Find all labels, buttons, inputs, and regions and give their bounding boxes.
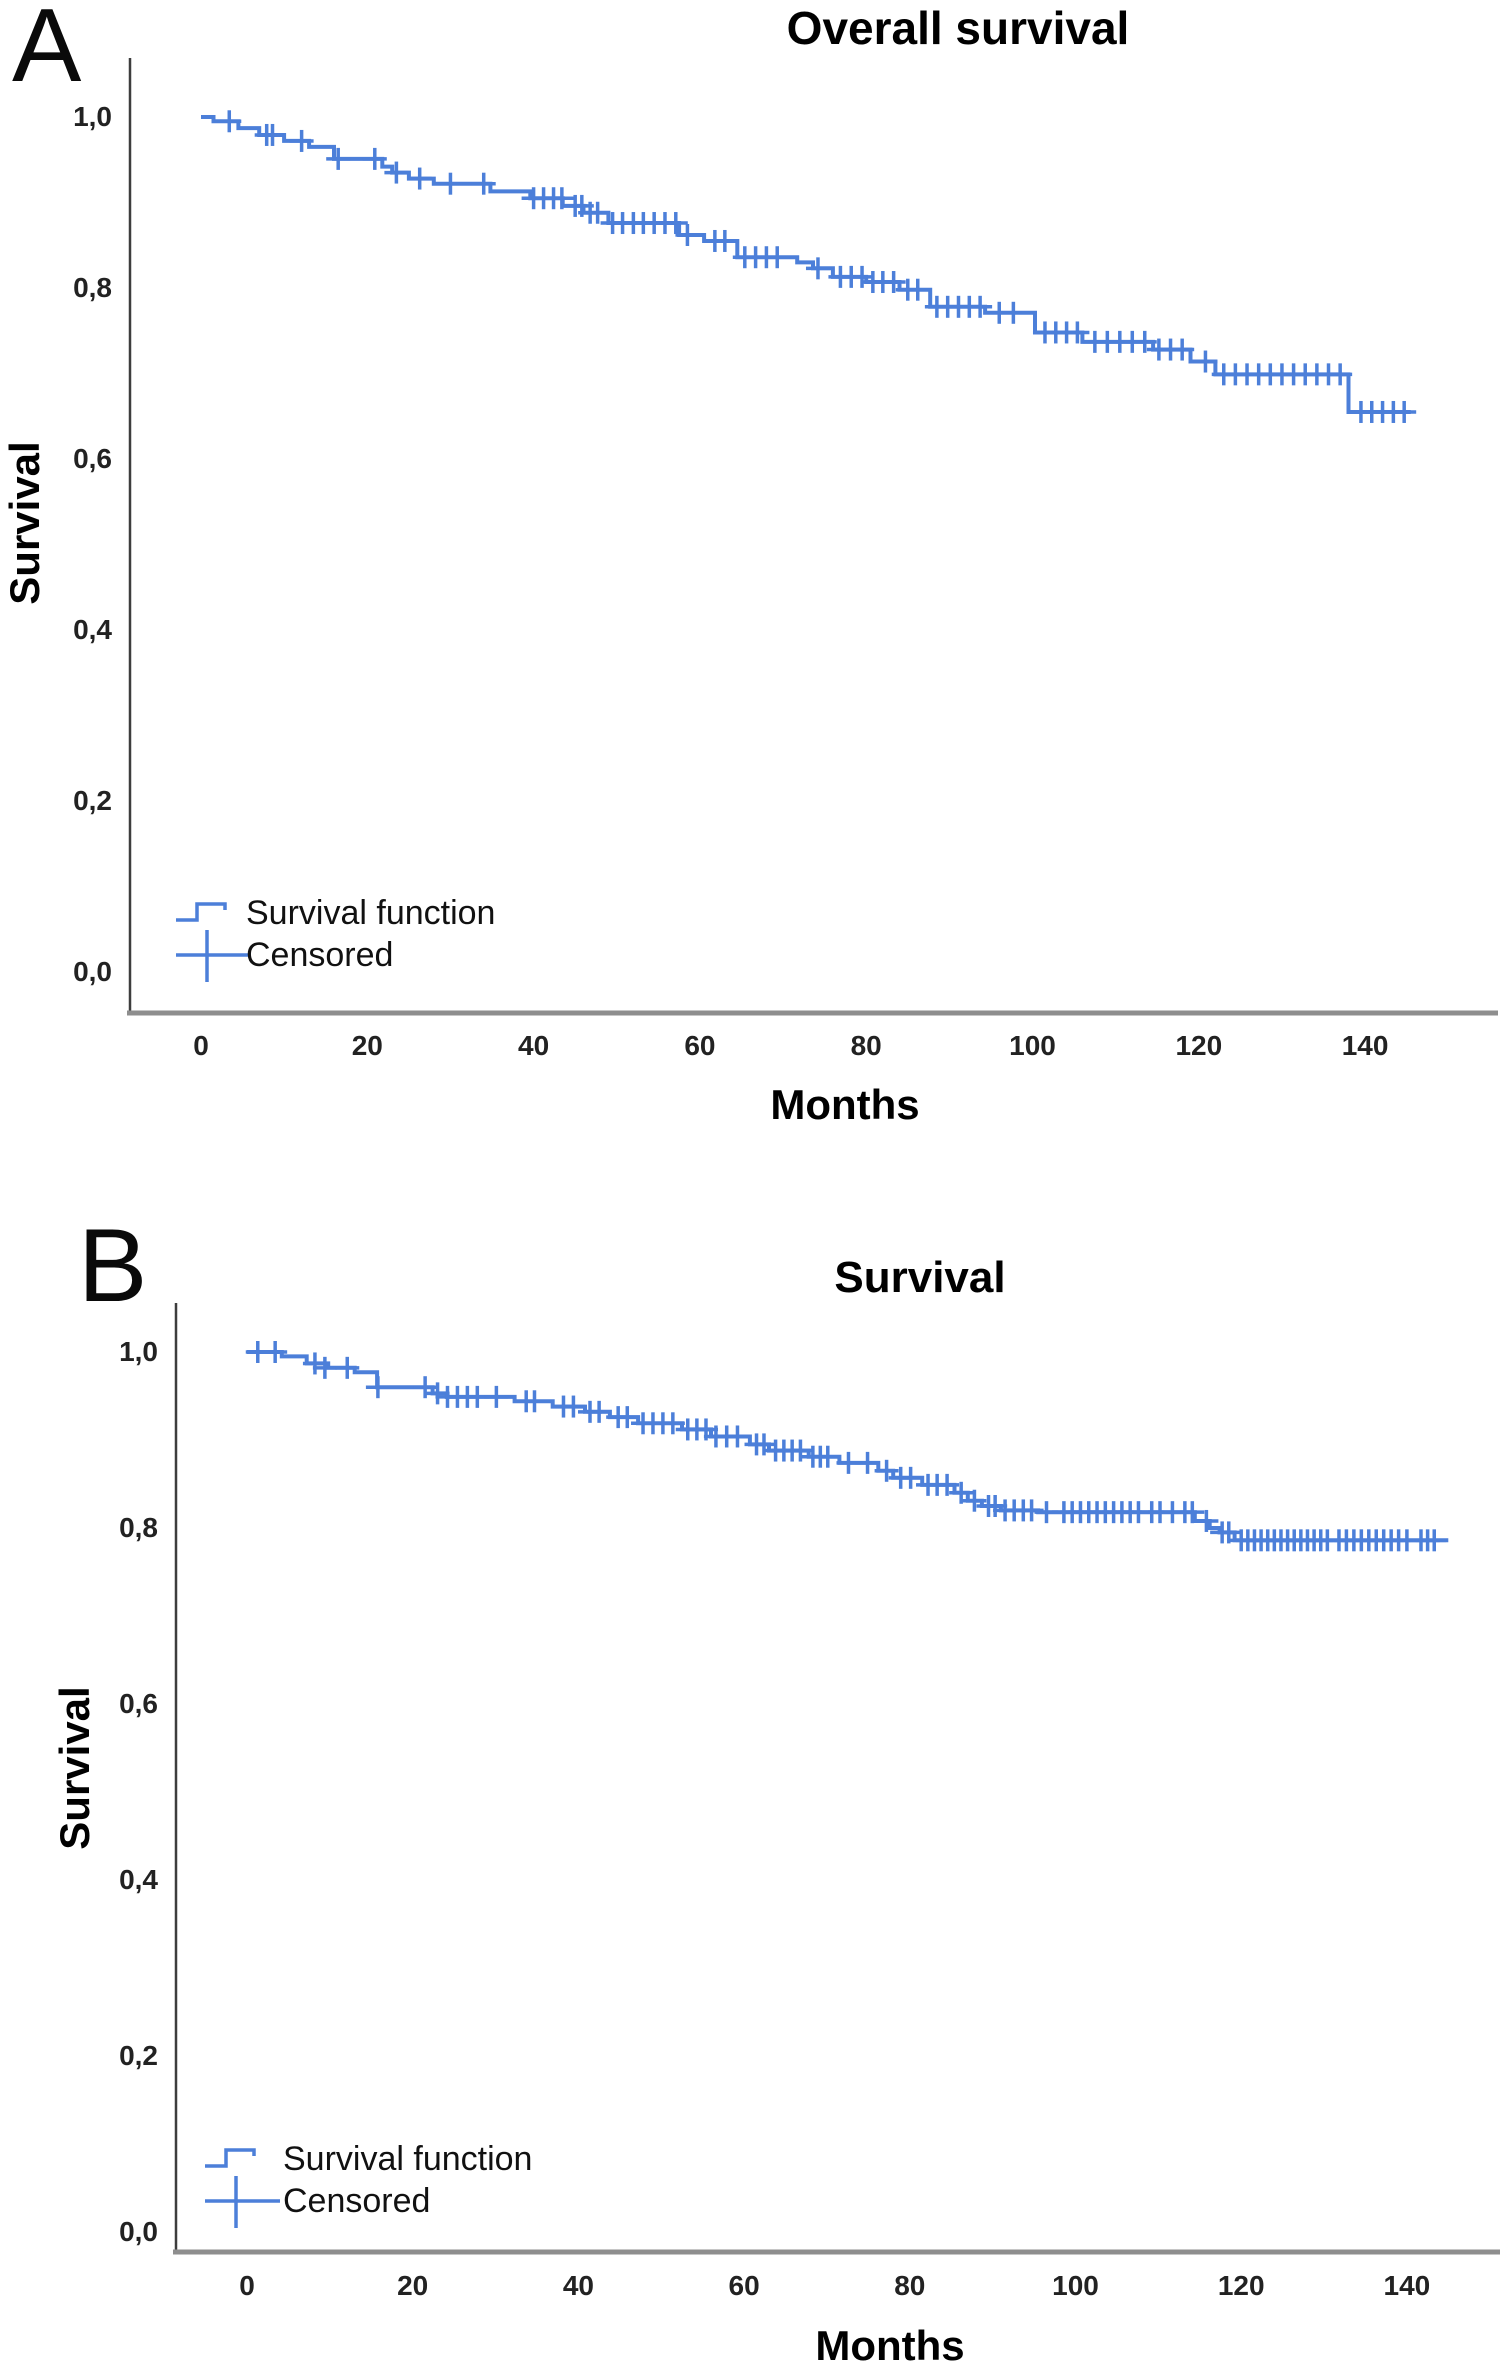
x-tick-label: 60 [684,1030,716,1061]
legend-item-censored: Censored [246,936,394,974]
panel-b-label: B [78,1208,148,1324]
y-tick-label: 0,8 [119,1512,158,1543]
y-tick-label: 0,2 [119,2040,158,2071]
x-tick-label: 0 [239,2270,255,2301]
x-tick-label: 20 [351,1030,383,1061]
y-tick-label: 0,4 [73,614,112,645]
y-tick-label: 0,0 [119,2216,158,2247]
legend-item-survival-function: Survival function [283,2140,533,2178]
y-tick-label: 0,0 [73,956,112,987]
y-tick-label: 0,6 [119,1688,158,1719]
y-tick-label: 0,8 [73,272,112,303]
legend-step-line-icon [176,902,227,922]
x-tick-label: 100 [1052,2270,1099,2301]
x-tick-label: 100 [1009,1030,1056,1061]
x-tick-label: 140 [1341,1030,1389,1061]
panel-a-legend: Survival function Censored [246,892,495,976]
panel-a-x-axis-label: Months [770,1081,920,1128]
x-tick-label: 140 [1383,2270,1431,2301]
y-tick-label: 1,0 [73,101,112,132]
x-tick-label: 60 [728,2270,760,2301]
y-tick-label: 0,6 [73,443,112,474]
y-tick-label: 0,2 [73,785,112,816]
x-tick-label: 80 [850,1030,882,1061]
x-tick-label: 20 [397,2270,429,2301]
legend-step-line-icon [205,2148,256,2168]
panel-b-title: Survival [834,1253,1006,1302]
legend-item-censored: Censored [283,2182,431,2220]
x-tick-label: 40 [518,1030,550,1061]
panel-a-title: Overall survival [786,2,1130,54]
x-tick-label: 120 [1217,2270,1265,2301]
legend-item-survival-function: Survival function [246,894,496,932]
x-tick-label: 80 [894,2270,926,2301]
x-tick-label: 120 [1175,1030,1223,1061]
x-tick-label: 40 [562,2270,594,2301]
y-tick-label: 1,0 [119,1336,158,1367]
panel-b-legend: Survival function Censored [283,2138,532,2222]
panel-b-x-axis-label: Months [815,2322,965,2369]
y-tick-label: 0,4 [119,1864,158,1895]
panel-a-label: A [12,0,82,104]
survival-curve [247,1350,1449,1543]
survival-curve [201,115,1411,414]
x-tick-label: 0 [193,1030,209,1061]
